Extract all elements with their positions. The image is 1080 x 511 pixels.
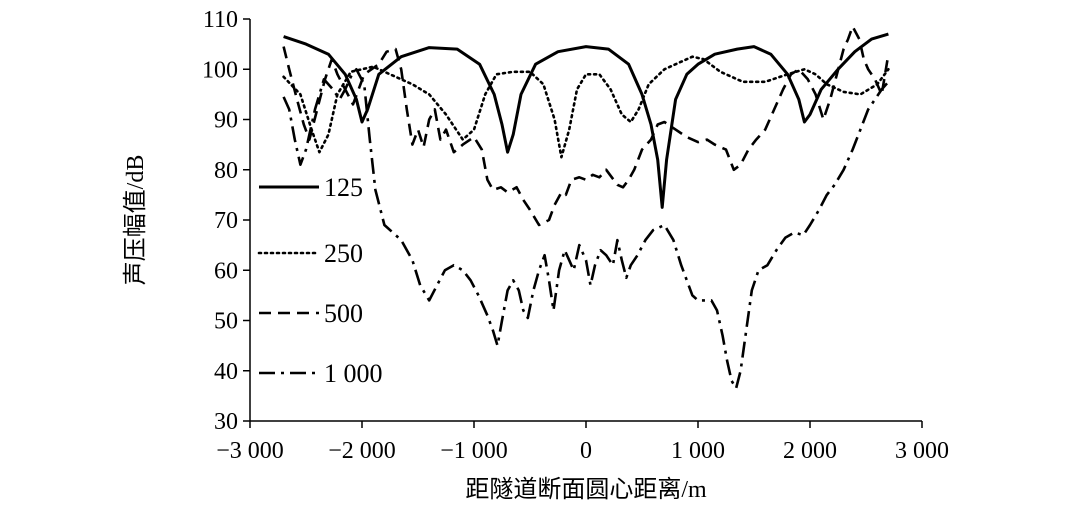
y-tick-label: 100	[202, 57, 238, 83]
x-tick-label: 0	[580, 438, 592, 464]
y-tick-label: 80	[214, 158, 238, 184]
y-tick-label: 40	[214, 359, 238, 385]
series-line-2	[282, 55, 890, 159]
legend-label-1: 125	[324, 173, 363, 202]
legend: 125 250 500 1 000	[256, 170, 383, 390]
series-layer	[282, 25, 890, 390]
legend-label-3: 500	[324, 299, 363, 328]
y-tick-label: 70	[214, 208, 238, 234]
y-axis-title: 声压幅值/dB	[122, 155, 149, 286]
y-tick-label: 110	[203, 7, 238, 33]
x-tick-label: −2 000	[328, 438, 396, 464]
y-tick-label: 60	[214, 258, 238, 284]
series-line-3	[282, 25, 890, 227]
y-tick-label: 50	[214, 309, 238, 335]
x-tick-label: 2 000	[783, 438, 837, 464]
x-tick-label: 3 000	[895, 438, 949, 464]
legend-label-4: 1 000	[324, 359, 383, 388]
tick-layer: 30 40 50 60 70 80 90 100 110 −3 000 −2 000 −1 000 0 1…	[202, 7, 949, 464]
y-tick-label: 90	[214, 108, 238, 134]
x-tick-label: −3 000	[216, 438, 284, 464]
x-axis-title: 距隧道断面圆心距离/m	[465, 476, 707, 503]
series-line-4	[282, 68, 890, 390]
x-tick-label: 1 000	[671, 438, 725, 464]
series-line-1	[283, 32, 889, 209]
x-tick-label: −1 000	[440, 438, 508, 464]
y-tick-label: 30	[214, 409, 238, 435]
legend-label-2: 250	[324, 239, 363, 268]
